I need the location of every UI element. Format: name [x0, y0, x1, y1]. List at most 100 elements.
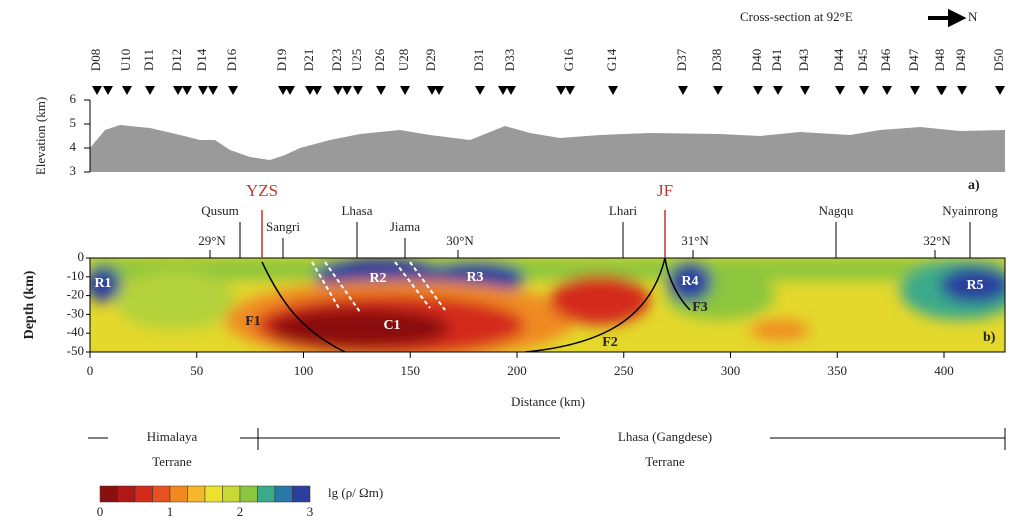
station-marker — [713, 86, 723, 95]
latitude-label: 32°N — [923, 233, 951, 248]
feature-label: R4 — [681, 274, 698, 289]
feature-label: F1 — [245, 314, 261, 329]
place-label: Jiama — [390, 219, 421, 234]
station-label: D29 — [423, 49, 438, 71]
x-tick-label: 100 — [294, 363, 314, 378]
station-marker — [173, 86, 183, 95]
axis-label: Depth (km) — [22, 270, 37, 339]
caption: Cross-section at 92°E — [740, 9, 853, 24]
colorbar-cell — [292, 485, 311, 503]
station-marker — [556, 86, 566, 95]
station-marker — [333, 86, 343, 95]
station-label: D45 — [855, 49, 870, 71]
y-tick-label: -40 — [67, 324, 84, 339]
y-tick-label: 3 — [70, 163, 77, 178]
station-label: D33 — [502, 49, 517, 71]
station-label: D44 — [831, 48, 846, 71]
terrane-name: Himalaya — [147, 429, 198, 444]
station-label: D14 — [194, 48, 209, 71]
colorbar-cell — [274, 485, 293, 503]
station-label: D38 — [709, 49, 724, 71]
colorbar-cell — [239, 485, 258, 503]
feature-label: F3 — [692, 300, 708, 315]
y-tick-label: -50 — [67, 343, 84, 358]
station-label: D47 — [906, 48, 921, 71]
resistivity-section — [90, 258, 1005, 352]
y-tick-label: -30 — [67, 305, 84, 320]
station-marker — [145, 86, 155, 95]
colorbar-cell — [169, 485, 188, 503]
station-marker — [353, 86, 363, 95]
colorbar-tick: 2 — [237, 504, 244, 519]
station-marker — [506, 86, 516, 95]
colorbar-cell — [117, 485, 136, 503]
station-label: D41 — [769, 49, 784, 71]
feature-label: C1 — [383, 318, 400, 333]
feature-label: R1 — [94, 276, 111, 291]
station-marker — [678, 86, 688, 95]
station-marker — [427, 86, 437, 95]
colorbar-label: lg (ρ/ Ωm) — [328, 485, 383, 500]
place-label: Lhasa — [341, 203, 372, 218]
station-marker — [312, 86, 322, 95]
station-marker — [859, 86, 869, 95]
station-marker — [800, 86, 810, 95]
colorbar-tick: 1 — [167, 504, 174, 519]
station-label: D26 — [372, 48, 387, 71]
station-label: G16 — [561, 48, 576, 71]
panel-label: a) — [968, 178, 980, 193]
station-label: D48 — [932, 49, 947, 71]
station-marker — [228, 86, 238, 95]
colorbar-tick: 0 — [97, 504, 104, 519]
x-tick-label: 0 — [87, 363, 94, 378]
colorbar-cell — [187, 485, 206, 503]
station-label: D23 — [329, 49, 344, 71]
feature-label: R2 — [369, 271, 386, 286]
station-marker — [182, 86, 192, 95]
y-tick-label: 0 — [78, 249, 85, 264]
feature-label: R3 — [466, 270, 483, 285]
direction: N — [968, 9, 978, 24]
station-marker — [434, 86, 444, 95]
section-frame — [89, 257, 1006, 353]
colorbar-cell — [222, 485, 241, 503]
x-tick-label: 400 — [934, 363, 954, 378]
station-marker — [278, 86, 288, 95]
terrane-name: Lhasa (Gangdese) — [618, 429, 712, 444]
station-label: D31 — [471, 49, 486, 71]
station-marker — [475, 86, 485, 95]
x-tick-label: 150 — [401, 363, 421, 378]
colorbar-cell — [204, 485, 223, 503]
station-label: D16 — [224, 48, 239, 71]
station-label: D11 — [141, 49, 156, 71]
suture-label: YZS — [246, 181, 278, 200]
station-marker — [957, 86, 967, 95]
station-marker — [198, 86, 208, 95]
station-marker — [995, 86, 1005, 95]
station-marker — [565, 86, 575, 95]
y-tick-label: 6 — [70, 91, 77, 106]
station-label: D40 — [749, 49, 764, 71]
latitude-label: 31°N — [681, 233, 709, 248]
feature-label: F2 — [602, 335, 618, 350]
station-marker — [305, 86, 315, 95]
place-label: Sangri — [266, 219, 300, 234]
station-marker — [753, 86, 763, 95]
terrane-brackets — [88, 428, 1006, 450]
station-marker — [498, 86, 508, 95]
x-tick-label: 200 — [507, 363, 527, 378]
station-marker — [910, 86, 920, 95]
x-tick-label: 300 — [721, 363, 741, 378]
station-label: D12 — [169, 49, 184, 71]
place-label: Qusum — [201, 203, 239, 218]
station-label: D37 — [674, 48, 689, 71]
x-tick-label: 250 — [614, 363, 634, 378]
station-label: U10 — [118, 49, 133, 71]
station-label: D21 — [301, 49, 316, 71]
north-arrow — [928, 8, 967, 28]
terrane-sub: Terrane — [645, 454, 685, 469]
latitude-label: 30°N — [446, 233, 474, 248]
colorbar-cell — [152, 485, 171, 503]
station-marker — [103, 86, 113, 95]
station-label: D50 — [991, 49, 1006, 71]
